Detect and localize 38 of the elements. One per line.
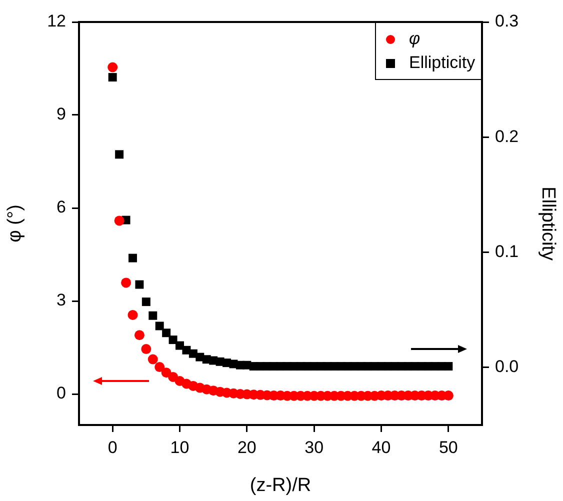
x-tick-label: 50 <box>438 438 458 457</box>
point <box>108 62 118 72</box>
x-tick-label: 10 <box>170 438 190 457</box>
point <box>148 354 158 364</box>
y-tick-label: 9 <box>56 104 66 124</box>
point <box>154 362 165 372</box>
point <box>115 150 124 159</box>
point <box>444 362 453 371</box>
y2-tick-label: 0.3 <box>495 12 519 31</box>
legend-label: φ <box>409 28 420 50</box>
point <box>135 280 144 289</box>
x-tick-label: 0 <box>108 438 118 457</box>
x-axis-title: (z-R)/R <box>250 474 312 496</box>
x-tick-label: 30 <box>304 438 324 457</box>
y-tick-label: 0 <box>56 384 66 403</box>
y-tick-label: 6 <box>56 198 66 217</box>
y2-axis-title: Ellipticity <box>537 186 558 261</box>
y2-tick-label: 0.2 <box>495 126 519 146</box>
point <box>121 278 132 288</box>
point <box>134 330 144 340</box>
point <box>128 254 137 262</box>
point <box>114 216 124 226</box>
point <box>108 73 117 82</box>
legend-label: Ellipticity <box>409 52 476 74</box>
y-tick-label: 12 <box>47 12 66 31</box>
point <box>168 336 178 344</box>
point <box>148 311 158 320</box>
point <box>162 328 171 338</box>
x-tick-label: 40 <box>372 438 391 457</box>
x-tick-label: 20 <box>237 438 256 457</box>
y2-tick-label: 0.1 <box>495 242 519 261</box>
y-axis-title: φ (°) <box>4 204 26 242</box>
point <box>128 310 138 320</box>
y2-tick-label: 0.0 <box>495 357 519 376</box>
y-tick-label: 3 <box>56 290 66 310</box>
point <box>142 298 150 306</box>
point <box>141 344 152 354</box>
point <box>155 322 164 330</box>
